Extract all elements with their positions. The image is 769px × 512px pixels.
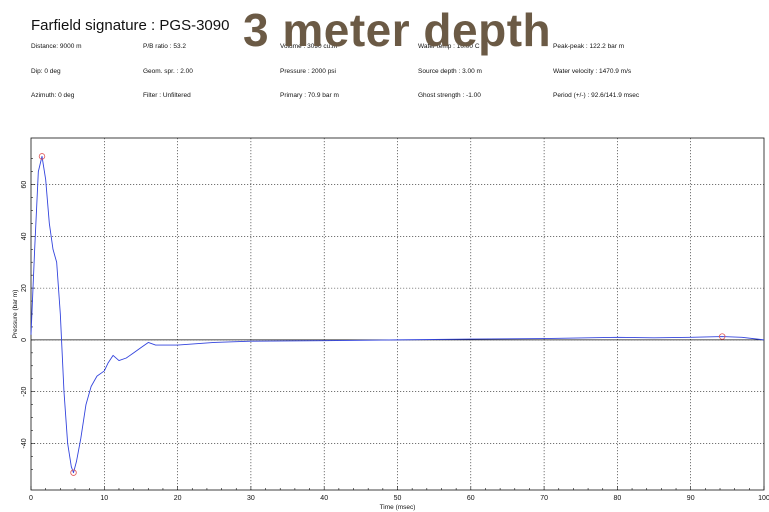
x-tick-label: 40: [320, 495, 328, 502]
peak-marker: [719, 333, 726, 340]
y-tick-label: -20: [21, 386, 28, 396]
param-4: Peak-peak : 122.2 bar m: [553, 43, 625, 50]
param-10: Azimuth: 0 deg: [31, 92, 75, 99]
param-5: Dip: 0 deg: [31, 68, 61, 75]
param-12: Primary : 70.9 bar m: [280, 92, 339, 99]
markers: [38, 153, 726, 476]
x-tick-label: 60: [467, 495, 475, 502]
x-tick-label: 30: [247, 495, 255, 502]
x-axis-label: Time (msec): [380, 504, 416, 511]
x-tick-label: 20: [174, 495, 182, 502]
x-tick-label: 0: [29, 495, 33, 502]
x-tick-label: 10: [100, 495, 108, 502]
x-tick-label: 90: [687, 495, 695, 502]
x-tick-label: 70: [540, 495, 548, 502]
axes: [30, 137, 765, 491]
peak-marker: [38, 153, 46, 160]
param-9: Water velocity : 1470.9 m/s: [553, 68, 632, 75]
param-3: Water temp : 10.00 C: [418, 43, 480, 50]
y-tick-label: 60: [21, 181, 28, 189]
x-tick-label: 80: [614, 495, 622, 502]
plot-frame: [30, 137, 765, 491]
chart-title: Farfield signature : PGS-3090: [31, 17, 230, 34]
y-axis-label: Pressure (bar m): [12, 290, 19, 339]
x-tick-label: 100: [758, 495, 769, 502]
param-14: Period (+/-) : 92.6/141.9 msec: [553, 92, 640, 99]
param-2: Volume : 3090 cu.in: [280, 43, 338, 50]
y-tick-label: 0: [21, 338, 28, 342]
param-13: Ghost strength : -1.00: [418, 92, 481, 99]
y-tick-label: 20: [21, 284, 28, 292]
series-line-0: [30, 155, 765, 474]
y-tick-label: -40: [21, 438, 28, 448]
grid: [31, 138, 764, 490]
param-11: Filter : Unfiltered: [143, 92, 191, 99]
param-0: Distance: 9000 m: [31, 43, 82, 50]
peak-marker: [70, 469, 77, 476]
param-7: Pressure : 2000 psi: [280, 68, 337, 75]
tick-labels: 0 10 20 30 40 50 60 70 80 90 100 -40 -20 0 20 40 60: [21, 181, 769, 502]
y-tick-label: 40: [21, 232, 28, 240]
depth-overlay-title: 3 meter depth: [243, 4, 552, 56]
param-6: Geom. spr. : 2.00: [143, 68, 193, 75]
series: [30, 155, 765, 474]
param-1: P/B ratio : 53.2: [143, 43, 186, 50]
param-8: Source depth : 3.00 m: [418, 68, 482, 75]
x-tick-label: 50: [394, 495, 402, 502]
